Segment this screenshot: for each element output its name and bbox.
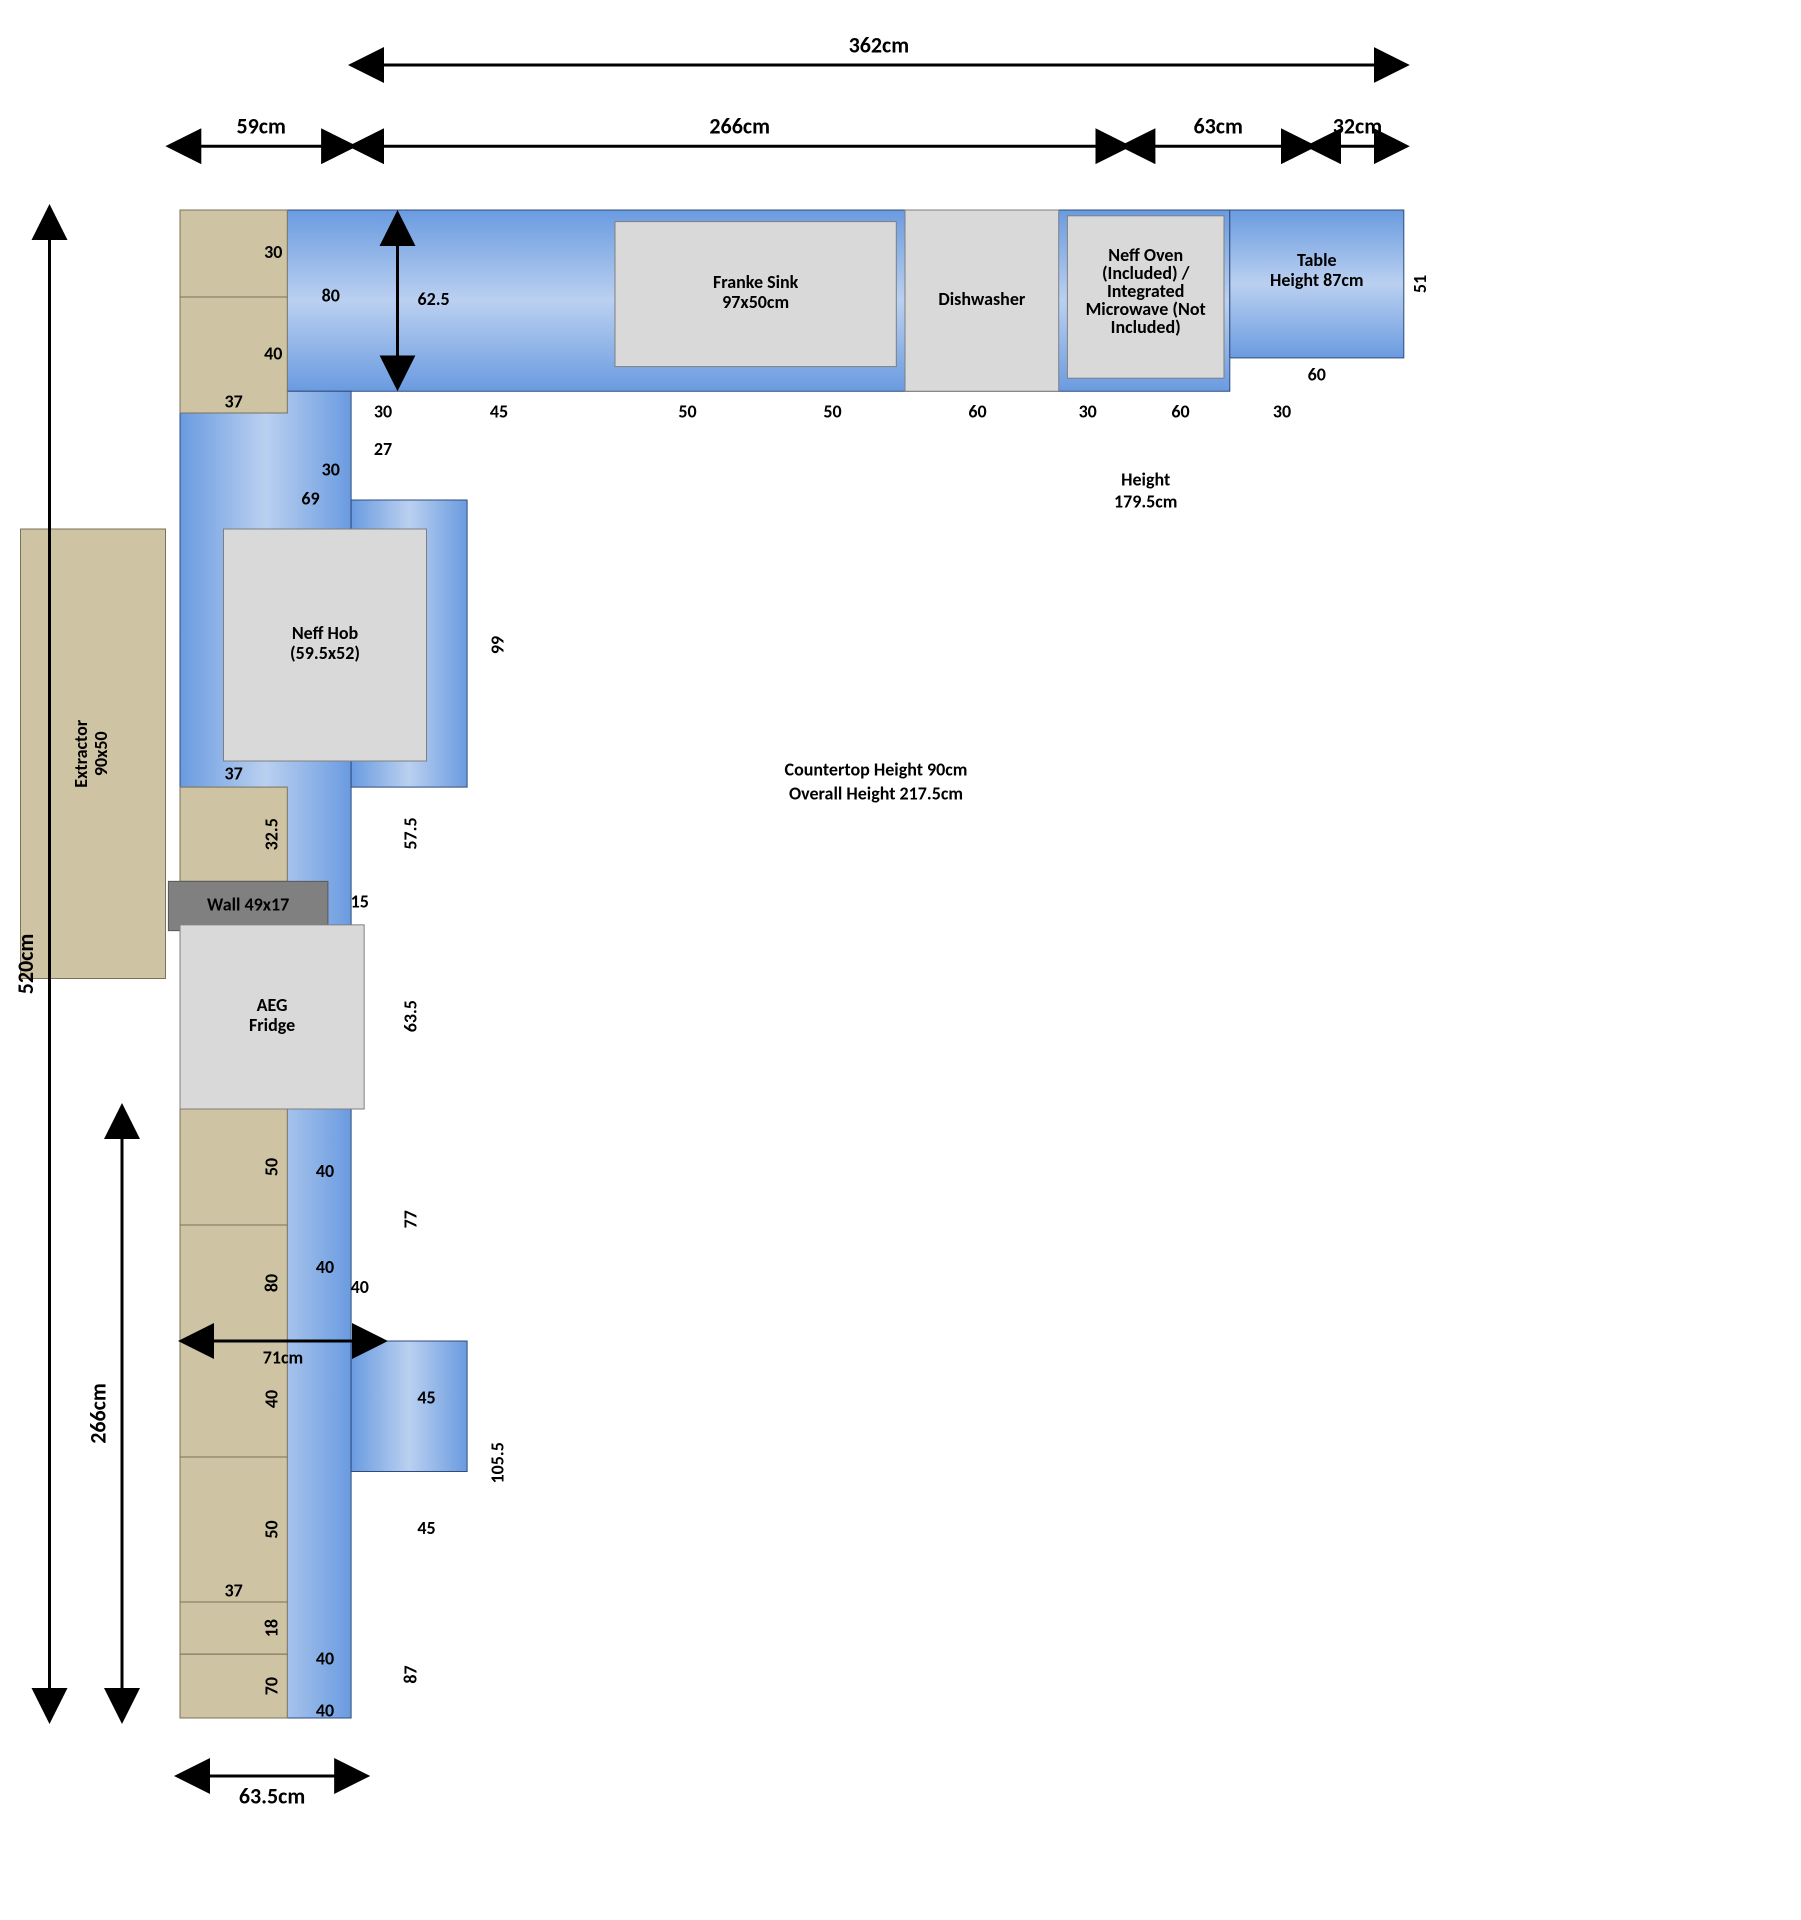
svg-text:362cm: 362cm [849, 31, 910, 58]
svg-text:63cm: 63cm [1193, 113, 1242, 140]
svg-text:32.5: 32.5 [261, 818, 283, 850]
svg-text:15: 15 [351, 890, 369, 912]
svg-text:71cm: 71cm [263, 1346, 303, 1368]
svg-text:50: 50 [261, 1158, 283, 1176]
svg-text:30: 30 [1273, 400, 1291, 422]
svg-text:37: 37 [225, 1579, 243, 1601]
svg-text:80: 80 [322, 284, 340, 306]
svg-text:60: 60 [1308, 363, 1326, 385]
svg-text:45: 45 [417, 1517, 435, 1539]
svg-text:520cm: 520cm [12, 934, 39, 995]
svg-text:37: 37 [225, 762, 243, 784]
svg-text:32cm: 32cm [1333, 113, 1382, 140]
svg-text:77: 77 [399, 1210, 421, 1228]
svg-text:59cm: 59cm [236, 113, 285, 140]
svg-text:70: 70 [261, 1677, 283, 1695]
svg-text:Wall 49x17: Wall 49x17 [207, 893, 289, 915]
svg-text:99: 99 [486, 636, 508, 654]
svg-text:60: 60 [1171, 400, 1189, 422]
svg-text:27: 27 [374, 438, 392, 460]
svg-text:40: 40 [264, 342, 282, 364]
svg-text:40: 40 [351, 1276, 369, 1298]
svg-text:50: 50 [261, 1520, 283, 1538]
svg-text:37: 37 [225, 390, 243, 412]
svg-text:69: 69 [301, 487, 319, 509]
kitchen-floorplan: 304037Extractor90x5032.53750804050371870… [0, 0, 1801, 1920]
svg-text:40: 40 [261, 1390, 283, 1408]
svg-text:Franke Sink97x50cm: Franke Sink97x50cm [713, 271, 799, 313]
svg-text:50: 50 [823, 400, 841, 422]
diagram-layer: 304037Extractor90x5032.53750804050371870… [12, 31, 1431, 1809]
svg-text:30: 30 [1079, 400, 1097, 422]
svg-text:40: 40 [316, 1160, 334, 1182]
svg-text:50: 50 [678, 400, 696, 422]
svg-text:Neff Hob(59.5x52): Neff Hob(59.5x52) [290, 622, 360, 664]
svg-text:Countertop Height 90cmOverall: Countertop Height 90cmOverall Height 217… [785, 759, 968, 805]
svg-text:30: 30 [374, 400, 392, 422]
svg-text:266cm: 266cm [84, 1383, 111, 1444]
svg-text:105.5: 105.5 [486, 1442, 508, 1483]
svg-text:63.5cm: 63.5cm [239, 1782, 305, 1809]
svg-text:87: 87 [399, 1665, 421, 1683]
svg-text:Dishwasher: Dishwasher [938, 288, 1025, 310]
svg-text:30: 30 [264, 241, 282, 263]
svg-text:45: 45 [417, 1386, 435, 1408]
svg-text:60: 60 [968, 400, 986, 422]
svg-text:40: 40 [316, 1256, 334, 1278]
svg-text:62.5: 62.5 [418, 288, 450, 310]
svg-text:63.5: 63.5 [399, 1000, 421, 1032]
svg-text:18: 18 [261, 1619, 283, 1637]
svg-text:30: 30 [322, 458, 340, 480]
svg-text:45: 45 [490, 400, 508, 422]
svg-text:266cm: 266cm [709, 113, 770, 140]
svg-text:40: 40 [316, 1700, 334, 1722]
svg-text:51: 51 [1409, 275, 1431, 293]
svg-text:80: 80 [261, 1274, 283, 1292]
svg-text:57.5: 57.5 [399, 817, 421, 849]
svg-text:40: 40 [316, 1647, 334, 1669]
svg-text:Height179.5cm: Height179.5cm [1114, 469, 1177, 513]
